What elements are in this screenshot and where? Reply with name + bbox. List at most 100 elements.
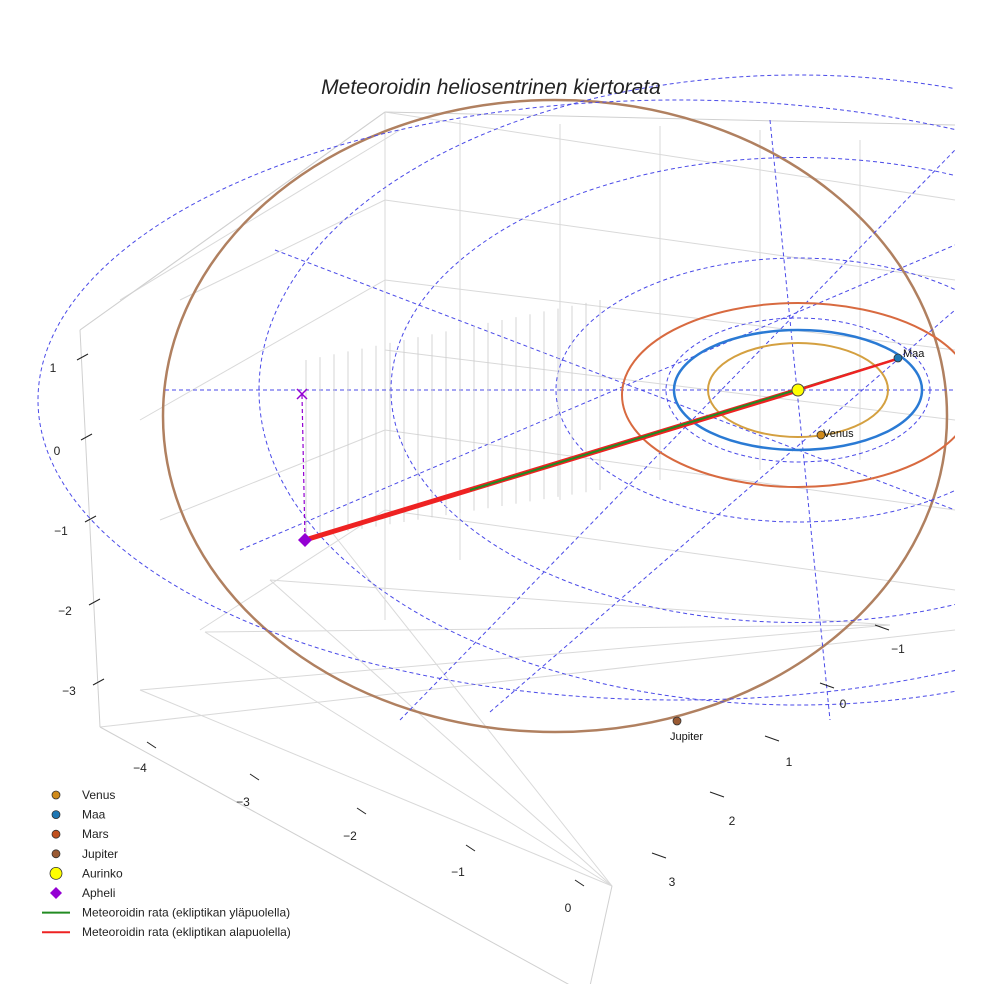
x-tick-mark-2: [356, 807, 367, 815]
venus-marker: [816, 430, 826, 440]
grid-line-14: [384, 111, 956, 201]
legend-label-5: Apheli: [82, 886, 115, 900]
pane-grid: [79, 111, 956, 887]
y-tick-1: 0: [840, 697, 847, 711]
legend-label-2: Mars: [82, 827, 109, 841]
venus-orbit: [707, 342, 889, 438]
grid-line-19: [384, 509, 956, 591]
ref-radial-1: [239, 244, 955, 551]
y-tick-3: 2: [729, 814, 736, 828]
legend-marker-3: [51, 849, 61, 859]
legend-entry-6: Meteoroidin rata (ekliptikan yläpuolella…: [42, 906, 290, 920]
y-tick-mark-0: [874, 624, 890, 631]
box-edge-0: [99, 726, 570, 984]
y-tick-4: 3: [669, 875, 676, 889]
legend-diamond-5: [50, 887, 62, 899]
box-edge-2: [79, 329, 101, 728]
legend-entry-5: Apheli: [50, 886, 115, 900]
markers: Venus Maa Jupiter: [296, 348, 925, 743]
z-tick-mark-1: [80, 433, 93, 441]
grid-line-7: [99, 629, 956, 728]
box-edge-3: [79, 111, 386, 331]
ref-radial-4: [274, 249, 955, 511]
z-tick-1: 0: [54, 444, 61, 458]
z-tick-mark-0: [76, 353, 89, 361]
ref-radial-5: [489, 309, 955, 713]
y-tick-mark-3: [709, 791, 725, 798]
z-tick-mark-3: [88, 598, 101, 606]
apheli-projection-marker: [296, 388, 308, 400]
z-tick-mark-4: [92, 678, 105, 686]
legend: Venus Maa Mars Jupiter Aurinko Apheli Meteoroi…: [42, 788, 291, 939]
x-tick-0: −4: [133, 761, 147, 775]
grid-line-4: [139, 624, 891, 691]
legend-marker-1: [51, 810, 61, 819]
planet-label-venus: Venus: [823, 428, 854, 440]
x-tick-4: 0: [565, 901, 572, 915]
grid-line-24: [159, 429, 386, 521]
x-tick-2: −2: [343, 829, 357, 843]
sun-marker: [791, 383, 805, 397]
x-tick-mark-4: [574, 879, 585, 887]
z-tick-4: −3: [62, 684, 76, 698]
x-tick-1: −3: [236, 795, 250, 809]
grid-line-18: [384, 279, 956, 351]
ref-radial-2: [399, 149, 955, 721]
grid-line-22: [179, 199, 386, 301]
axes-lines: [79, 111, 956, 984]
legend-entry-7: Meteoroidin rata (ekliptikan alapuolella…: [42, 925, 291, 939]
plot-area: [37, 74, 955, 734]
x-tick-mark-0: [146, 741, 157, 749]
legend-marker-0: [51, 790, 61, 800]
grid-line-16: [384, 349, 956, 421]
grid-line-15: [384, 199, 956, 281]
tick-labels: −4 −3 −2 −1 0 −1 0 1 2 3 1 0 −1 −2 −3: [50, 353, 905, 915]
legend-label-6: Meteoroidin rata (ekliptikan yläpuolella…: [82, 906, 290, 920]
legend-label-3: Jupiter: [82, 847, 118, 861]
legend-label-0: Venus: [82, 788, 115, 802]
y-tick-mark-4: [651, 852, 667, 859]
x-tick-mark-1: [249, 773, 260, 781]
ref-circle-3: [258, 74, 955, 706]
legend-marker-4: [49, 867, 63, 880]
planet-label-maa: Maa: [903, 348, 925, 360]
grid-line-0: [139, 689, 613, 887]
grid-line-21: [119, 129, 401, 301]
grid-line-17: [384, 429, 956, 511]
legend-label-7: Meteoroidin rata (ekliptikan alapuolella…: [82, 925, 291, 939]
legend-entry-2: Mars: [51, 827, 109, 841]
grid-line-1: [204, 631, 613, 887]
ref-radial-3: [769, 119, 831, 721]
y-tick-mark-2: [764, 735, 780, 742]
orbit-below-inner: [797, 356, 901, 392]
z-tick-3: −2: [58, 604, 72, 618]
grid-line-6: [269, 579, 891, 626]
mars-orbit: [621, 302, 955, 488]
earth-orbit: [672, 328, 924, 452]
legend-entry-3: Jupiter: [51, 847, 118, 861]
y-tick-2: 1: [786, 755, 793, 769]
y-tick-mark-1: [819, 682, 835, 689]
legend-entry-1: Maa: [51, 808, 106, 822]
x-tick-3: −1: [451, 865, 465, 879]
legend-entry-4: Aurinko: [49, 866, 123, 880]
grid-line-25: [199, 509, 386, 631]
planet-label-jupiter: Jupiter: [670, 731, 703, 743]
jupiter-marker: [672, 716, 682, 726]
legend-label-4: Aurinko: [82, 866, 123, 880]
box-edge-4: [384, 111, 956, 126]
apheli-dropline: [301, 394, 306, 541]
legend-entry-0: Venus: [51, 788, 115, 802]
z-tick-mark-2: [84, 515, 97, 523]
apheli-marker: [298, 533, 312, 547]
chart-title: Meteoroidin heliosentrinen kiertorata: [321, 76, 661, 99]
grid-line-5: [204, 624, 891, 633]
legend-label-1: Maa: [82, 808, 106, 822]
jupiter-orbit: [161, 98, 949, 734]
maa-marker: [893, 353, 903, 363]
z-tick-2: −1: [54, 524, 68, 538]
x-tick-mark-3: [465, 844, 476, 852]
z-tick-0: 1: [50, 361, 57, 375]
y-tick-0: −1: [891, 642, 905, 656]
